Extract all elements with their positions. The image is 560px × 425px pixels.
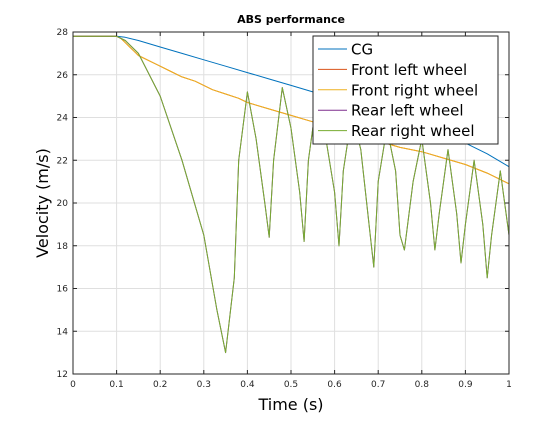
legend-label: CG — [351, 41, 373, 59]
y-tick-label: 14 — [57, 327, 69, 337]
x-tick-label: 0.3 — [197, 380, 211, 390]
y-tick-label: 22 — [57, 156, 68, 166]
y-tick-label: 12 — [57, 370, 68, 380]
y-tick-label: 18 — [57, 242, 69, 252]
x-tick-label: 0.9 — [458, 380, 473, 390]
series-lines — [73, 35, 510, 354]
y-tick-label: 16 — [57, 285, 69, 295]
x-axis-label: Time (s) — [257, 395, 323, 414]
x-tick-label: 0.6 — [327, 380, 342, 390]
y-tick-label: 26 — [57, 71, 69, 81]
x-tick-label: 0 — [70, 380, 76, 390]
y-tick-label: 28 — [57, 28, 69, 38]
legend: CG Front left wheel Front right wheel Rear … — [312, 35, 499, 145]
x-tick-label: 0.2 — [153, 380, 167, 390]
series-line-front-right-wheel — [73, 35, 510, 185]
x-tick-label: 0.4 — [240, 380, 255, 390]
y-tick-label: 20 — [57, 199, 69, 209]
axis-ticks: 0 0.1 0.2 0.3 0.4 0.5 0.6 0.7 0.8 0.9 1 12 14 16 18 20 2… — [57, 28, 512, 390]
series-line-rear-right-wheel — [73, 35, 510, 354]
x-tick-label: 0.8 — [415, 380, 430, 390]
x-tick-label: 0.5 — [284, 380, 298, 390]
legend-label: Rear right wheel — [351, 122, 475, 140]
y-axis-label: Velocity (m/s) — [33, 148, 52, 258]
y-tick-label: 24 — [57, 114, 69, 124]
legend-label: Front left wheel — [351, 61, 467, 79]
chart-title: ABS performance — [237, 13, 345, 26]
legend-label: Front right wheel — [351, 81, 478, 99]
legend-label: Rear left wheel — [351, 102, 464, 120]
x-tick-label: 0.1 — [109, 380, 123, 390]
x-tick-label: 0.7 — [371, 380, 385, 390]
x-tick-label: 1 — [506, 380, 512, 390]
